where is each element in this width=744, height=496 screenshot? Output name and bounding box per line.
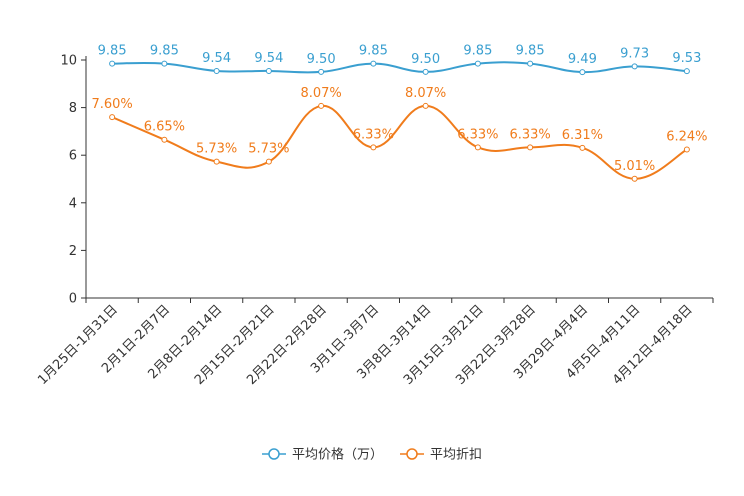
- data-label: 9.85: [359, 44, 388, 59]
- data-label: 5.01%: [614, 159, 655, 174]
- y-tick-label: 6: [69, 149, 77, 164]
- data-label: 5.73%: [196, 142, 237, 157]
- data-label: 6.31%: [562, 128, 603, 143]
- data-label: 9.85: [150, 44, 179, 59]
- data-point[interactable]: [422, 68, 429, 75]
- data-point[interactable]: [370, 144, 377, 151]
- series-line-1: [112, 61, 687, 74]
- data-label: 9.49: [568, 52, 597, 67]
- data-labels-layer: 9.85 9.85 9.54 9.54 9.50 9.85 9.50 9.85 9.85 9.49…: [91, 44, 707, 174]
- data-point[interactable]: [683, 146, 690, 153]
- data-point[interactable]: [265, 67, 272, 74]
- data-point[interactable]: [109, 114, 116, 121]
- data-label: 6.33%: [353, 127, 394, 142]
- data-point[interactable]: [579, 69, 586, 76]
- legend-label: 平均价格（万）: [292, 447, 383, 463]
- data-point[interactable]: [213, 158, 220, 165]
- data-label: 6.24%: [666, 129, 707, 144]
- chart-axes: 02468101月25日-1月31日2月1日-2月7日2月8日-2月14日2月1…: [35, 54, 714, 388]
- data-label: 9.54: [254, 51, 283, 66]
- legend-item-2[interactable]: 平均折扣: [400, 448, 482, 463]
- data-label: 8.07%: [300, 86, 341, 101]
- data-label: 5.73%: [248, 142, 289, 157]
- data-point[interactable]: [527, 144, 534, 151]
- data-label: 9.54: [202, 51, 231, 66]
- legend-label: 平均折扣: [430, 448, 482, 463]
- data-point[interactable]: [631, 175, 638, 182]
- data-label: 9.50: [307, 52, 336, 67]
- data-label: 9.73: [620, 46, 649, 61]
- data-point[interactable]: [422, 102, 429, 109]
- data-label: 9.85: [516, 44, 545, 59]
- data-point[interactable]: [109, 60, 116, 67]
- data-label: 7.60%: [91, 97, 132, 112]
- data-point[interactable]: [161, 136, 168, 143]
- data-label: 9.85: [98, 44, 127, 59]
- data-point[interactable]: [265, 158, 272, 165]
- data-point[interactable]: [161, 60, 168, 67]
- legend-item-1[interactable]: 平均价格（万）: [262, 447, 383, 463]
- data-label: 8.07%: [405, 86, 446, 101]
- series-layer: [109, 60, 690, 182]
- data-point[interactable]: [474, 60, 481, 67]
- data-point[interactable]: [318, 102, 325, 109]
- data-label: 9.53: [672, 51, 701, 66]
- data-point[interactable]: [474, 144, 481, 151]
- data-point[interactable]: [213, 67, 220, 74]
- data-label: 6.33%: [457, 127, 498, 142]
- legend-marker: [406, 448, 418, 460]
- y-tick-label: 0: [69, 292, 77, 307]
- data-point[interactable]: [631, 63, 638, 70]
- data-label: 9.50: [411, 52, 440, 67]
- chart-legend[interactable]: 平均价格（万） 平均折扣: [262, 447, 482, 463]
- data-point[interactable]: [579, 144, 586, 151]
- legend-marker: [268, 448, 280, 460]
- data-point[interactable]: [370, 60, 377, 67]
- data-label: 9.85: [463, 44, 492, 59]
- data-point[interactable]: [527, 60, 534, 67]
- y-tick-label: 4: [69, 196, 77, 211]
- data-point[interactable]: [318, 68, 325, 75]
- y-tick-label: 8: [69, 101, 77, 116]
- data-point[interactable]: [683, 68, 690, 75]
- y-tick-label: 2: [69, 244, 77, 259]
- data-label: 6.65%: [144, 120, 185, 135]
- data-label: 6.33%: [509, 127, 550, 142]
- y-tick-label: 10: [60, 54, 77, 69]
